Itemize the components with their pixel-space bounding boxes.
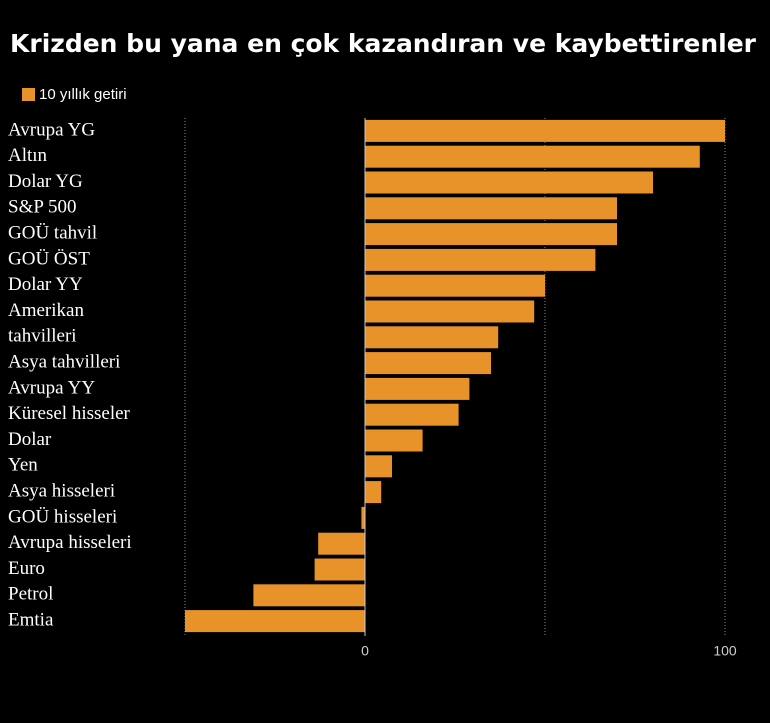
category-label: Yen (8, 455, 38, 476)
bar (365, 377, 470, 400)
bar (365, 429, 423, 452)
category-label: Petrol (8, 584, 53, 605)
category-label: Altın (8, 145, 48, 166)
bar (365, 352, 491, 375)
category-label: Dolar YY (8, 274, 83, 295)
bar (365, 403, 459, 426)
category-label: Avrupa hisseleri (8, 532, 132, 553)
category-label: Euro (8, 558, 45, 579)
legend-swatch (22, 88, 35, 101)
bar (365, 223, 617, 246)
x-tick-label: 100 (713, 643, 737, 659)
bar (365, 197, 617, 220)
category-label: Avrupa YY (8, 377, 95, 398)
bar (253, 584, 365, 607)
bar (185, 610, 365, 633)
category-label: Amerikan (8, 300, 84, 321)
legend-label: 10 yıllık getiri (39, 86, 127, 103)
category-label: Asya tahvilleri (8, 351, 120, 372)
category-label: Küresel hisseler (8, 403, 131, 424)
category-label: Asya hisseleri (8, 480, 115, 501)
bar (365, 171, 653, 194)
bar (361, 506, 365, 529)
category-label: Dolar (8, 429, 52, 450)
bar (365, 248, 596, 271)
category-label: GOÜ ÖST (8, 248, 90, 269)
bar (365, 119, 725, 142)
category-label: Dolar YG (8, 171, 83, 192)
category-label: Avrupa YG (8, 119, 95, 140)
category-label: Emtia (8, 609, 54, 630)
category-label: S&P 500 (8, 197, 76, 218)
x-tick-label: 0 (361, 643, 369, 659)
bar (365, 145, 700, 168)
category-label: GOÜ hisseleri (8, 506, 117, 527)
bar (318, 532, 365, 555)
category-label: GOÜ tahvil (8, 222, 97, 243)
category-label: tahvilleri (8, 326, 77, 347)
chart-title: Krizden bu yana en çok kazandıran ve kay… (10, 29, 757, 58)
bar (365, 274, 545, 297)
bar (365, 455, 392, 478)
bar (365, 300, 535, 323)
bar (314, 558, 365, 581)
bar (365, 481, 382, 504)
bar (365, 326, 499, 349)
